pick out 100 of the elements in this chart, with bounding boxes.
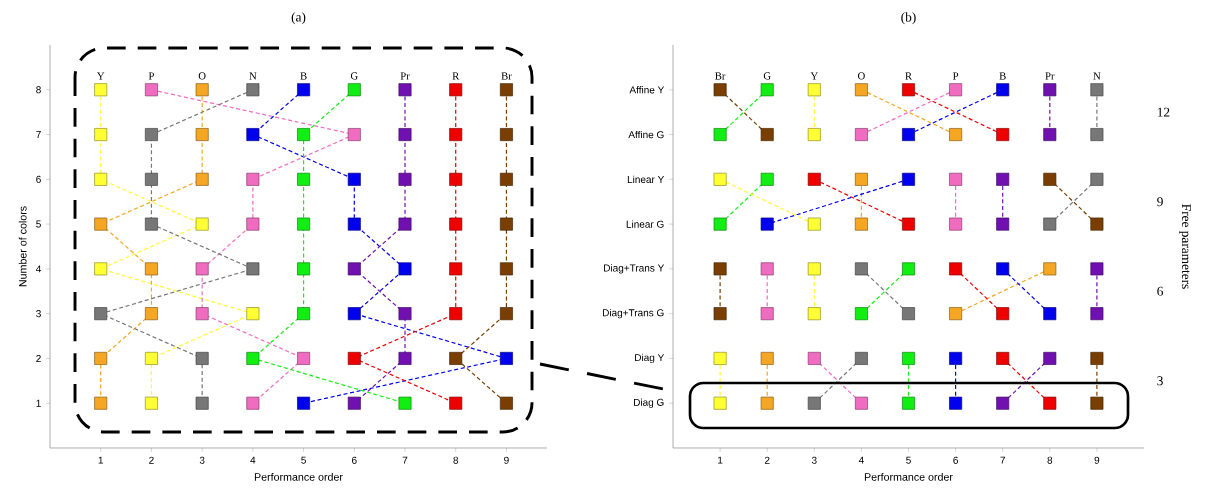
point — [246, 351, 260, 365]
x-tick-label: 7 — [1000, 456, 1005, 464]
point — [1043, 128, 1057, 142]
y2-tick-label: 6 — [1157, 286, 1163, 296]
point — [449, 172, 463, 186]
point — [449, 307, 463, 321]
point — [902, 128, 915, 142]
point — [499, 351, 513, 365]
point — [398, 262, 412, 276]
point — [996, 307, 1010, 321]
point — [499, 128, 513, 142]
series-label: P — [148, 72, 154, 80]
series-label: G — [350, 72, 358, 80]
point — [297, 172, 311, 186]
point — [347, 128, 361, 142]
point — [246, 128, 260, 142]
point — [499, 83, 513, 97]
point — [246, 396, 260, 410]
point — [854, 217, 868, 231]
point — [760, 172, 774, 186]
point — [949, 396, 963, 410]
y-axis-title: Number of colors — [18, 206, 27, 287]
point — [144, 396, 158, 410]
y-tick-label: 2 — [36, 354, 41, 362]
point — [347, 172, 361, 186]
point — [195, 128, 209, 142]
point — [398, 83, 412, 97]
y2-tick-label: 12 — [1157, 107, 1170, 117]
point — [297, 83, 311, 97]
point — [996, 262, 1010, 276]
point — [297, 128, 311, 142]
point — [1090, 83, 1104, 97]
x-tick-label: 6 — [352, 456, 357, 464]
x-axis-title: Performance order — [254, 472, 343, 481]
point — [1043, 217, 1057, 231]
x-tick-label: 5 — [301, 456, 306, 464]
series-label: N — [249, 72, 257, 80]
point — [144, 262, 158, 276]
series-label: B — [300, 72, 307, 80]
x-tick-label: 4 — [858, 456, 864, 464]
point — [713, 217, 727, 231]
point — [297, 307, 311, 321]
point — [854, 128, 868, 142]
point — [398, 307, 412, 321]
point — [347, 307, 361, 321]
x-tick-label: 2 — [149, 456, 154, 464]
point — [144, 217, 158, 231]
y-tick-label: Diag+Trans Y — [604, 264, 665, 274]
y-tick-label: Diag Y — [635, 353, 665, 364]
point — [807, 351, 821, 365]
point — [760, 396, 774, 410]
point — [854, 351, 868, 365]
y-tick-label: 8 — [36, 86, 41, 94]
point — [1090, 128, 1104, 142]
point — [713, 307, 727, 321]
point — [246, 172, 260, 186]
point — [1043, 307, 1057, 321]
point — [347, 217, 361, 231]
y-tick-label: Affine G — [628, 130, 664, 139]
point — [996, 351, 1010, 365]
point — [94, 217, 108, 231]
x-tick-label: 8 — [1047, 456, 1053, 464]
point — [807, 307, 821, 321]
point — [949, 262, 963, 276]
point — [713, 396, 727, 410]
point — [902, 307, 915, 321]
point — [347, 396, 361, 410]
series-label: B — [999, 72, 1006, 80]
point — [297, 262, 311, 276]
point — [760, 217, 774, 231]
x-tick-label: 6 — [953, 456, 958, 464]
point — [807, 128, 821, 142]
point — [902, 262, 915, 276]
point — [1043, 172, 1057, 186]
x-tick-label: 3 — [199, 456, 205, 464]
point — [297, 217, 311, 231]
point — [1090, 172, 1104, 186]
point — [949, 217, 963, 231]
point — [347, 262, 361, 276]
point — [246, 217, 260, 231]
chart-title: (b) — [901, 12, 916, 25]
point — [94, 351, 108, 365]
point — [760, 83, 774, 97]
point — [195, 83, 209, 97]
point — [807, 83, 821, 97]
point — [449, 351, 463, 365]
y-tick-label: 3 — [36, 310, 41, 318]
point — [297, 351, 311, 365]
point — [449, 83, 463, 97]
point — [144, 128, 158, 142]
point — [398, 351, 412, 365]
point — [902, 83, 915, 97]
point — [398, 128, 412, 142]
x-tick-label: 8 — [453, 456, 459, 464]
point — [902, 351, 915, 365]
point — [1090, 262, 1104, 276]
point — [1043, 262, 1057, 276]
series-label: P — [952, 72, 959, 80]
x-tick-label: 4 — [250, 456, 256, 464]
point — [398, 172, 412, 186]
